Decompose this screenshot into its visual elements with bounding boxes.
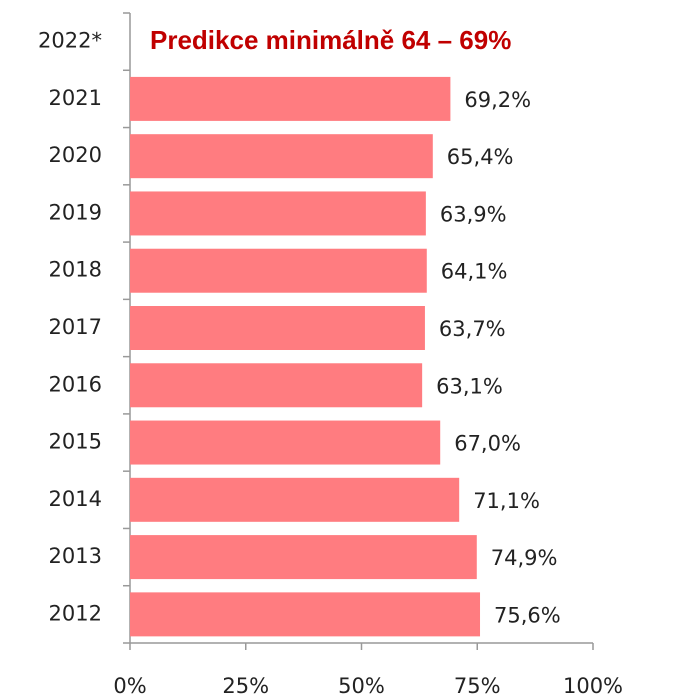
y-tick-label: 2016: [49, 372, 102, 396]
bar: [130, 76, 451, 121]
y-tick-label: 2012: [49, 601, 102, 625]
x-tick-label: 100%: [563, 674, 623, 698]
bar: [130, 306, 425, 350]
y-tick-label: 2019: [49, 200, 102, 224]
value-label: 64,1%: [441, 260, 508, 284]
y-tick-label: 2013: [49, 544, 102, 568]
value-label: 65,4%: [447, 145, 514, 169]
bar: [130, 191, 426, 236]
y-tick-label: 2018: [49, 258, 102, 282]
bar: [130, 477, 460, 522]
value-label: 69,2%: [464, 88, 531, 112]
bar: [130, 248, 427, 293]
value-label: 67,0%: [454, 432, 521, 456]
value-label: 63,7%: [439, 317, 506, 341]
value-label: 71,1%: [473, 489, 540, 513]
y-tick-label: 2014: [49, 487, 102, 511]
bar: [130, 420, 441, 465]
value-label: 63,9%: [440, 202, 507, 226]
x-tick-label: 25%: [222, 674, 269, 698]
bar: [130, 363, 423, 408]
y-tick-label: 2020: [49, 143, 102, 167]
y-tick-label: 2021: [49, 86, 102, 110]
value-label: 63,1%: [436, 374, 503, 398]
value-label: 75,6%: [494, 603, 561, 627]
x-tick-label: 50%: [338, 674, 385, 698]
value-label: 74,9%: [491, 546, 558, 570]
bar: [130, 535, 477, 580]
y-tick-label: 2015: [49, 430, 102, 454]
y-tick-label: 2022*: [38, 29, 102, 53]
annotation: Predikce minimálně 64 – 69%: [150, 25, 511, 55]
x-tick-label: 75%: [454, 674, 501, 698]
y-tick-label: 2017: [49, 315, 102, 339]
x-tick-label: 0%: [113, 674, 146, 698]
bar: [130, 592, 481, 637]
bar: [130, 134, 433, 179]
